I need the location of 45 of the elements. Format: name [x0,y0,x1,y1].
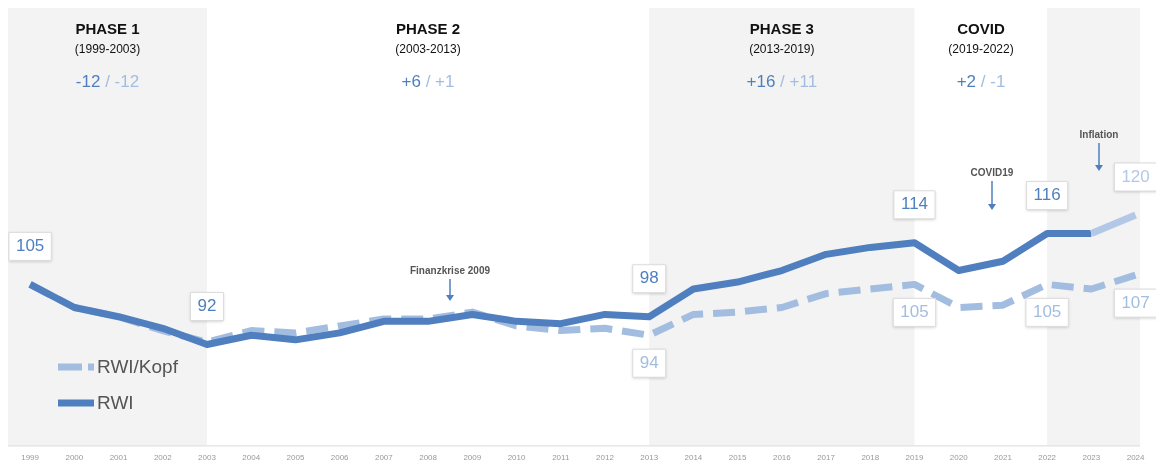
x-tick-label: 2006 [330,453,350,463]
x-tick-label: 2000 [65,453,84,463]
text: COVID (2019-2022) +2 / -1 [948,20,1014,91]
x-tick-label: 2004 [242,453,261,463]
x-tick-label: 2002 [153,453,173,463]
data-label: 116 [1033,185,1061,205]
text: COVID19 [970,166,1014,178]
data-label: 98 [639,268,659,288]
x-tick-label: 2011 [552,453,570,463]
legend-label: RWI [97,392,134,414]
x-tick-label: 2013 [640,453,659,463]
x-tick-label: 2022 [1038,453,1057,463]
x-tick-label: 2024 [1126,453,1146,463]
x-tick-label: 2016 [772,453,792,463]
x-tick-label: 2012 [596,453,615,463]
x-tick-label: 2005 [286,453,305,463]
x-tick-label: 2010 [507,453,526,463]
x-tick-label: 2007 [374,453,394,463]
x-tick-label: 2023 [1082,453,1101,463]
text: Inflation [1079,128,1119,140]
annotation: Finanzkrise 2009 [409,264,491,276]
data-label: 105 [900,302,929,322]
x-tick-label: 2001 [109,453,128,463]
x-tick-label: 2008 [419,453,438,463]
data-label: 107 [1121,292,1150,312]
data-label: 120 [1121,166,1150,186]
x-tick-label: 2019 [905,453,924,463]
text: PHASE 1 (1999-2003) -12 / -12 [74,20,141,91]
text: PHASE 2 (2003-2013) +6 / +1 [395,20,461,91]
data-label: 94 [639,352,659,372]
data-label: 105 [15,236,45,256]
x-tick-label: 2014 [684,453,703,463]
data-label: 105 [1032,302,1062,322]
x-tick-label: 1999 [21,453,40,463]
x-tick-label: 2003 [198,453,217,463]
x-tick-label: 2018 [861,453,880,463]
legend-label: RWI/Kopf [97,356,178,378]
text: PHASE 3 (2013-2019) +16 / +11 [746,20,818,91]
x-tick-label: 2015 [728,453,748,463]
data-label: 114 [900,194,929,214]
x-tick-label: 2017 [817,453,836,463]
data-label: 92 [197,296,217,316]
x-tick-label: 2021 [994,453,1013,463]
x-tick-label: 2009 [463,453,482,463]
x-tick-label: 2020 [949,453,969,463]
